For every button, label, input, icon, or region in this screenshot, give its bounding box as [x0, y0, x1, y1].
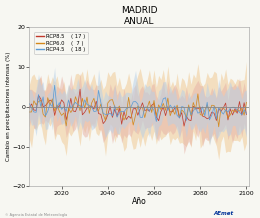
Legend: RCP8.5    ( 17 ), RCP6.0    (  7 ), RCP4.5    ( 18 ): RCP8.5 ( 17 ), RCP6.0 ( 7 ), RCP4.5 ( 18… [34, 32, 88, 54]
Text: AEmet: AEmet [213, 211, 233, 216]
X-axis label: Año: Año [132, 197, 146, 206]
Title: MADRID
ANUAL: MADRID ANUAL [121, 5, 157, 26]
Y-axis label: Cambio en precipitaciones intensas (%): Cambio en precipitaciones intensas (%) [5, 52, 11, 161]
Text: © Agencia Estatal de Meteorología: © Agencia Estatal de Meteorología [5, 213, 67, 217]
